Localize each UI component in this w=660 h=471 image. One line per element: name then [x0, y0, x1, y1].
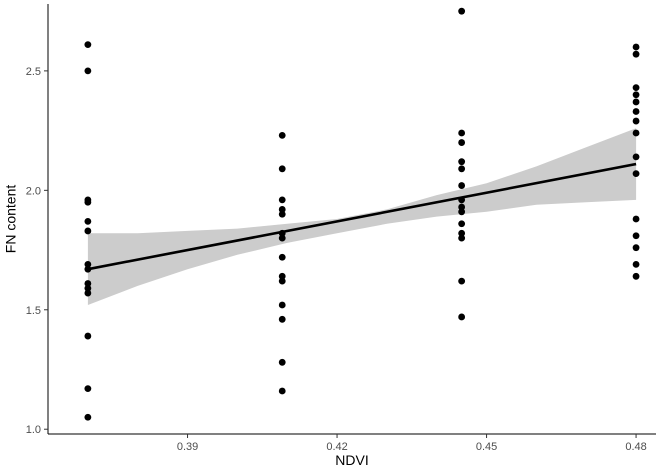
data-point: [458, 208, 466, 216]
x-tick-label: 0.45: [476, 441, 497, 453]
y-tick-label: 2.0: [26, 185, 41, 197]
data-point: [84, 198, 92, 206]
data-point: [458, 220, 466, 228]
data-point: [84, 227, 92, 235]
data-point: [632, 129, 640, 137]
data-point: [632, 244, 640, 252]
data-point: [278, 253, 286, 261]
data-point: [632, 272, 640, 280]
data-point: [84, 265, 92, 273]
x-tick-label: 0.42: [326, 441, 347, 453]
data-point: [84, 413, 92, 421]
data-point: [632, 43, 640, 51]
data-point: [632, 117, 640, 125]
data-point: [84, 67, 92, 75]
data-point: [632, 84, 640, 92]
data-point: [632, 98, 640, 106]
data-point: [458, 139, 466, 146]
data-point: [278, 358, 286, 366]
y-ticks: 1.0 1.5 2.0 2.5: [26, 66, 48, 436]
y-tick-label: 2.5: [26, 66, 41, 78]
data-point: [278, 131, 286, 139]
regression-line: [87, 162, 637, 271]
data-point: [278, 229, 286, 237]
data-point: [278, 196, 286, 204]
data-point: [632, 170, 640, 178]
data-points: [84, 7, 640, 421]
data-point: [458, 158, 466, 166]
data-point: [458, 229, 466, 237]
x-tick-label: 0.39: [177, 441, 198, 453]
data-point: [278, 301, 286, 309]
data-point: [278, 210, 286, 218]
data-point: [458, 313, 466, 321]
data-point: [278, 165, 286, 173]
data-point: [84, 260, 92, 268]
data-point: [458, 277, 466, 285]
x-ticks: 0.39 0.42 0.45 0.48: [177, 434, 647, 453]
data-point: [84, 332, 92, 340]
y-tick-label: 1.0: [26, 424, 41, 436]
data-point: [278, 206, 286, 213]
data-point: [278, 234, 286, 242]
y-tick-label: 1.5: [26, 305, 41, 317]
data-point: [632, 91, 640, 99]
data-point: [84, 284, 92, 292]
x-axis-title: NDVI: [335, 452, 368, 468]
data-point: [632, 108, 640, 115]
data-point: [458, 7, 466, 15]
data-point: [632, 215, 640, 223]
data-point: [84, 385, 92, 393]
data-point: [278, 272, 286, 280]
data-point: [458, 165, 466, 173]
data-point: [278, 315, 286, 323]
data-point: [278, 277, 286, 285]
data-point: [278, 387, 286, 395]
data-point: [84, 41, 92, 49]
data-point: [458, 129, 466, 137]
plot-area: [84, 7, 640, 421]
data-point: [632, 260, 640, 268]
data-point: [84, 289, 92, 297]
axes: 0.39 0.42 0.45 0.48 1.0 1.5 2.0 2.5: [26, 4, 656, 453]
x-tick-label: 0.48: [625, 441, 646, 453]
data-point: [458, 234, 466, 242]
data-point: [458, 203, 466, 211]
data-point: [632, 50, 640, 58]
data-point: [458, 196, 466, 204]
data-point: [84, 280, 92, 287]
data-point: [84, 217, 92, 225]
data-point: [632, 153, 640, 161]
data-point: [632, 232, 640, 240]
data-point: [458, 182, 466, 189]
y-axis-title: FN content: [3, 185, 19, 254]
